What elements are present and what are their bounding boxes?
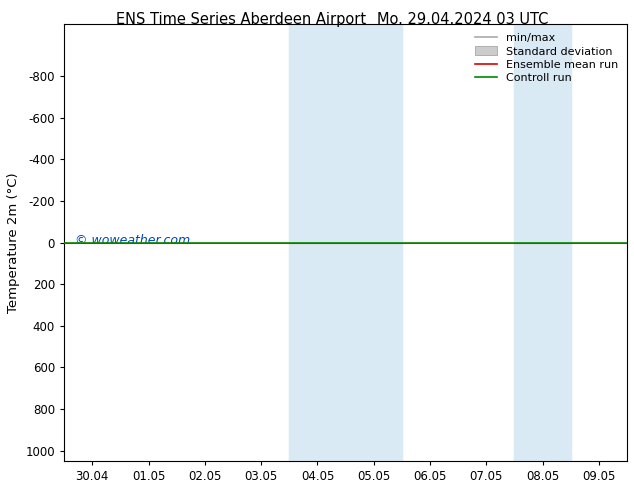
Text: © woweather.com: © woweather.com (75, 234, 191, 247)
Bar (289, 24, 346, 461)
Bar (346, 24, 402, 461)
Text: Mo. 29.04.2024 03 UTC: Mo. 29.04.2024 03 UTC (377, 12, 548, 27)
Legend: min/max, Standard deviation, Ensemble mean run, Controll run: min/max, Standard deviation, Ensemble me… (472, 30, 621, 87)
Bar (514, 24, 571, 461)
Y-axis label: Temperature 2m (°C): Temperature 2m (°C) (7, 172, 20, 313)
Text: ENS Time Series Aberdeen Airport: ENS Time Series Aberdeen Airport (116, 12, 366, 27)
